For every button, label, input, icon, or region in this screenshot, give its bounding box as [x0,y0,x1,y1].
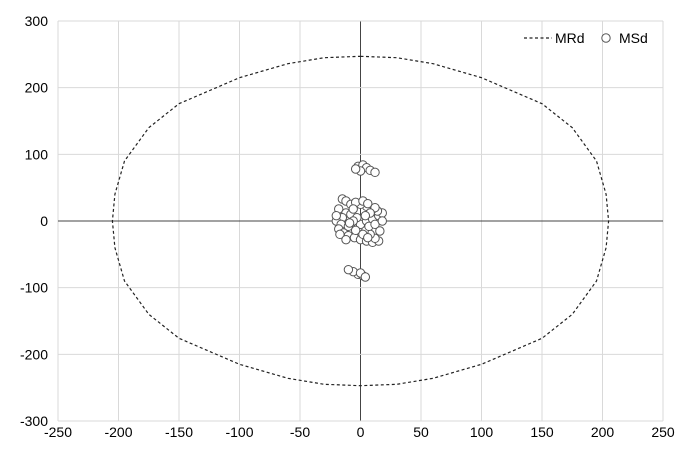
data-point-msd [375,226,385,236]
data-point-msd [370,167,380,178]
data-point-msd [360,210,371,221]
data-point-msd [377,216,387,226]
data-point-msd [348,204,358,214]
data-point-msd [344,218,355,228]
y-tick-label: -200 [20,346,48,362]
x-tick-label: -200 [104,424,132,440]
data-point-msd [363,198,373,209]
y-tick-label: 200 [25,80,49,96]
data-point-msd [335,229,345,240]
x-tick-label: -100 [225,424,253,440]
legend-msd-label: MSd [619,30,648,46]
series-line-mrd [111,55,610,387]
data-point-msd [341,234,351,245]
y-tick-label: 0 [40,213,48,229]
data-point-msd [343,264,354,275]
legend-msd-swatch [601,33,611,43]
x-tick-label: 100 [470,424,494,440]
x-tick-label: -50 [290,424,310,440]
x-tick-label: 250 [651,424,675,440]
x-tick-label: 150 [530,424,554,440]
data-point-msd [363,232,373,243]
y-tick-label: -300 [20,413,48,429]
x-tick-label: 0 [357,424,365,440]
x-tick-label: 50 [413,424,429,440]
data-point-msd [350,225,361,236]
x-tick-label: 200 [591,424,615,440]
y-tick-label: -100 [20,280,48,296]
data-point-msd [331,210,341,221]
x-tick-label: -250 [44,424,72,440]
x-tick-label: -150 [165,424,193,440]
data-point-msd [360,272,371,282]
y-tick-label: 100 [25,146,49,162]
y-tick-label: 300 [25,13,49,29]
legend-mrd-label: MRd [555,30,585,46]
data-point-msd [350,164,361,174]
